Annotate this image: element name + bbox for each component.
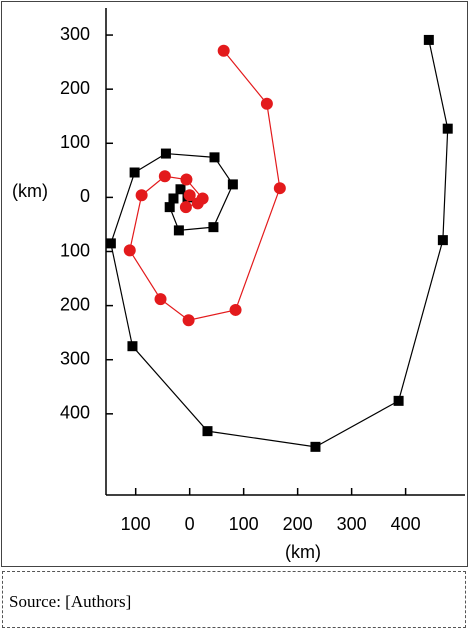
point <box>191 197 204 210</box>
series-line <box>129 50 281 321</box>
point <box>154 293 167 306</box>
x-tick-label: 100 <box>229 514 259 534</box>
point <box>168 193 179 204</box>
y-tick-label: 300 <box>60 348 90 368</box>
y-tick-label: 100 <box>60 132 90 152</box>
point <box>229 303 242 316</box>
point <box>260 97 273 110</box>
x-axis-label: (km) <box>285 542 321 562</box>
point <box>160 148 171 159</box>
point <box>180 173 193 186</box>
point <box>123 244 136 257</box>
point <box>175 184 186 195</box>
caption: Source: [Authors] <box>2 571 466 628</box>
point <box>179 201 192 214</box>
point <box>209 152 220 163</box>
y-tick-label: 0 <box>80 186 90 206</box>
x-tick-label: 400 <box>391 514 421 534</box>
point <box>182 314 195 327</box>
frame <box>1 1 468 567</box>
y-tick-label: 200 <box>60 78 90 98</box>
point <box>442 123 453 134</box>
y-tick-label: 300 <box>60 24 90 44</box>
series-line <box>110 39 449 448</box>
chart: (km) (km) 300 200 100 0 100 200 300 400 100 0 100 2… <box>1 1 468 567</box>
point <box>129 167 140 178</box>
point <box>423 34 434 45</box>
y-axis-label: (km) <box>12 181 48 201</box>
x-tick-label: 300 <box>337 514 367 534</box>
point <box>158 170 171 183</box>
x-tick-label: 100 <box>121 514 151 534</box>
point <box>217 44 230 57</box>
point <box>105 238 116 249</box>
point <box>164 202 175 213</box>
point <box>208 222 219 233</box>
y-tick-label: 100 <box>60 240 90 260</box>
point <box>135 189 148 202</box>
x-tick-label: 200 <box>283 514 313 534</box>
point <box>202 426 213 437</box>
y-tick-label: 200 <box>60 294 90 314</box>
point <box>183 189 196 202</box>
point <box>273 182 286 195</box>
point <box>173 225 184 236</box>
x-tick-label: 0 <box>185 514 195 534</box>
point <box>393 395 404 406</box>
y-tick-label: 400 <box>60 403 90 423</box>
point <box>227 179 238 190</box>
point <box>437 235 448 246</box>
point <box>310 441 321 452</box>
point <box>127 341 138 352</box>
